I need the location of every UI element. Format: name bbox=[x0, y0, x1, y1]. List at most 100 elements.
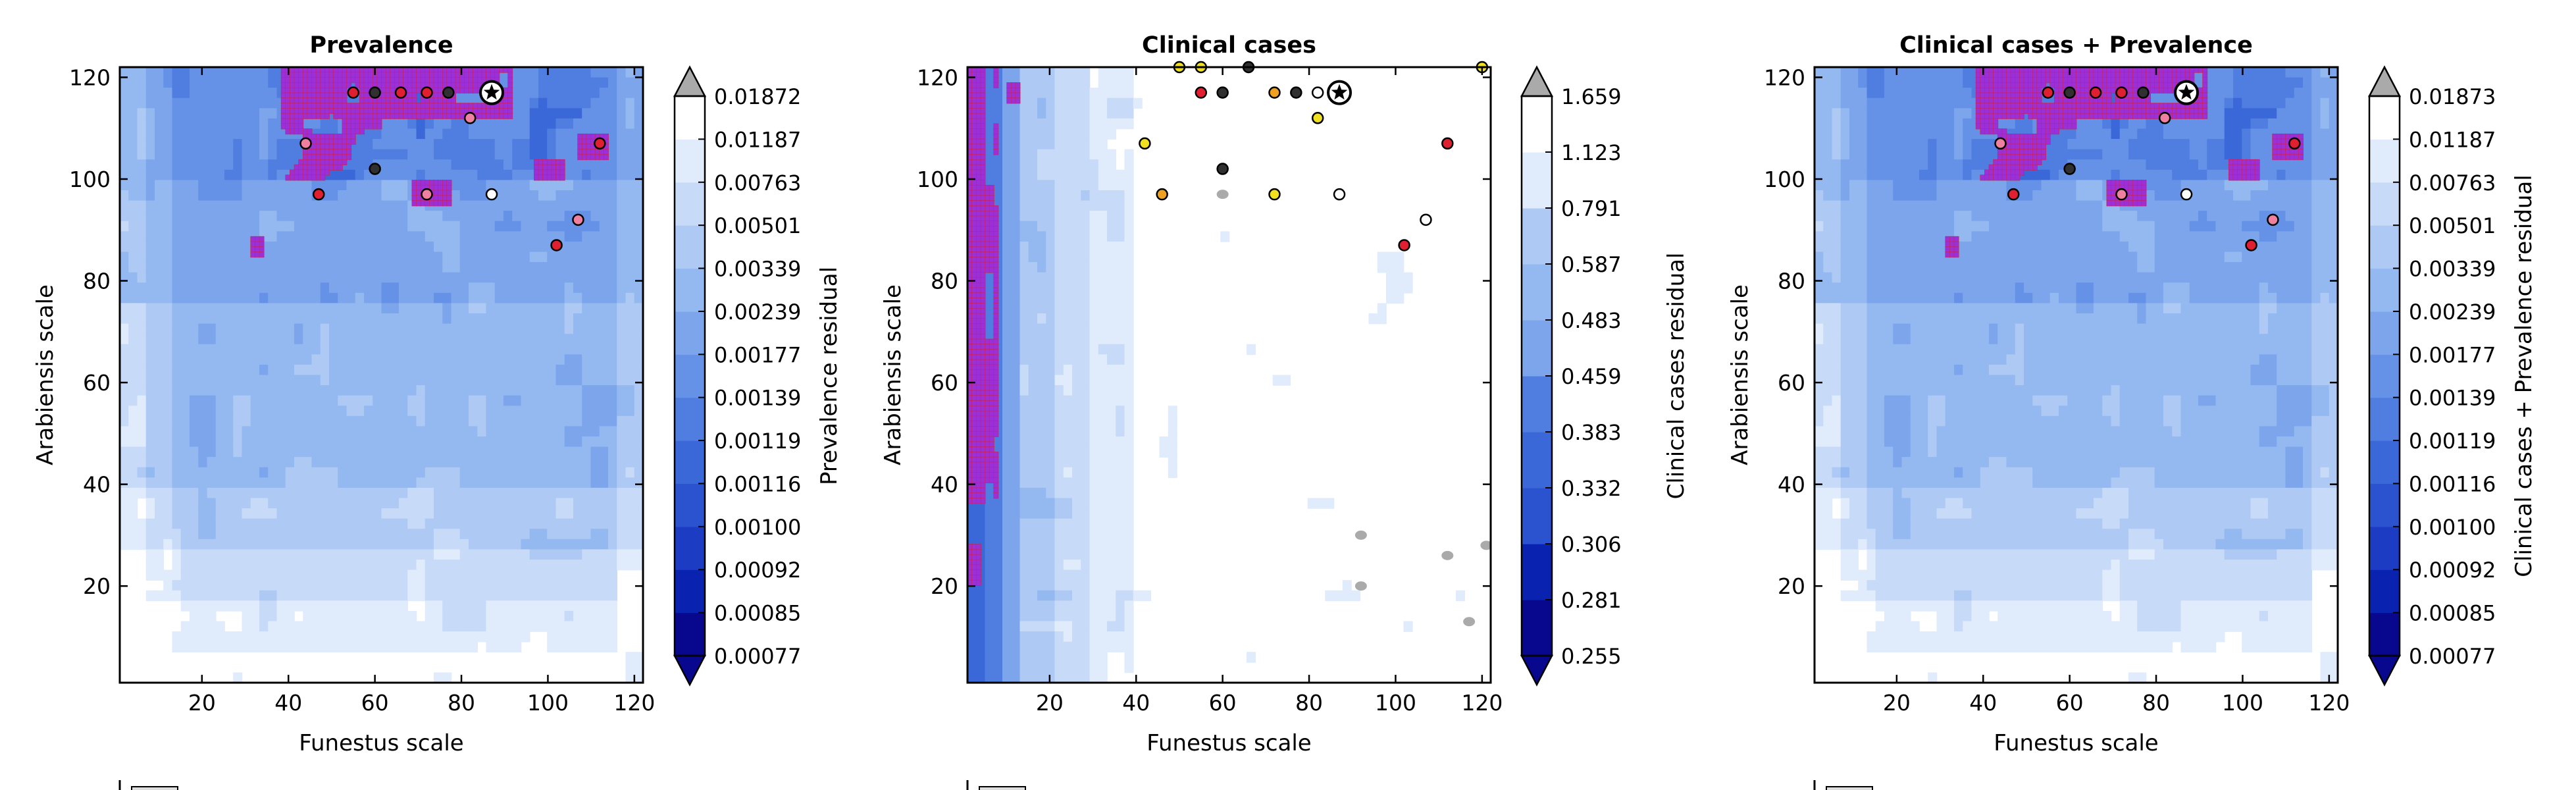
field-cell bbox=[320, 118, 330, 130]
field-cell bbox=[329, 344, 339, 356]
field-cell bbox=[355, 334, 365, 345]
field-cell bbox=[1046, 139, 1056, 150]
field-cell bbox=[207, 108, 217, 119]
field-cell bbox=[190, 334, 199, 345]
field-cell bbox=[224, 600, 234, 612]
field-cell bbox=[634, 344, 643, 356]
field-cell bbox=[512, 477, 522, 488]
best-fit-region-cell bbox=[590, 154, 596, 161]
field-cell bbox=[573, 200, 583, 211]
field-cell bbox=[486, 415, 496, 427]
field-cell bbox=[381, 200, 391, 211]
best-fit-region-cell bbox=[468, 87, 474, 93]
field-cell bbox=[1028, 487, 1038, 499]
best-fit-region-cell bbox=[429, 180, 434, 186]
field-cell bbox=[311, 334, 321, 345]
field-cell bbox=[634, 334, 643, 345]
field-cell bbox=[172, 354, 182, 365]
field-cell bbox=[529, 446, 539, 458]
best-fit-region-cell bbox=[307, 174, 313, 181]
field-cell bbox=[494, 334, 504, 345]
field-cell bbox=[399, 323, 409, 334]
field-cell bbox=[145, 231, 155, 242]
field-cell bbox=[494, 251, 504, 263]
field-cell bbox=[364, 313, 374, 325]
best-fit-region-cell bbox=[416, 180, 422, 186]
field-cell bbox=[373, 211, 382, 222]
field-cell bbox=[477, 128, 487, 140]
field-cell bbox=[967, 641, 977, 653]
field-cell bbox=[294, 385, 304, 396]
best-fit-region-cell bbox=[446, 77, 452, 84]
field-cell bbox=[172, 118, 182, 130]
field-cell bbox=[425, 406, 434, 417]
field-cell bbox=[259, 508, 269, 519]
field-cell bbox=[512, 498, 522, 509]
field-cell bbox=[303, 375, 313, 386]
best-fit-region-cell bbox=[298, 97, 304, 104]
field-cell bbox=[477, 292, 487, 304]
field-cell bbox=[634, 77, 643, 88]
best-fit-region-cell bbox=[586, 154, 592, 161]
field-cell bbox=[399, 529, 409, 540]
field-cell bbox=[373, 426, 382, 437]
best-fit-region-cell bbox=[307, 128, 313, 135]
field-cell bbox=[215, 457, 225, 468]
field-cell bbox=[599, 180, 609, 191]
field-cell bbox=[1072, 518, 1082, 530]
field-cell bbox=[459, 375, 469, 386]
field-cell bbox=[390, 159, 399, 171]
field-cell bbox=[416, 395, 426, 407]
best-fit-region-cell bbox=[368, 118, 374, 124]
field-cell bbox=[276, 610, 286, 622]
field-cell bbox=[399, 631, 409, 643]
field-cell bbox=[268, 395, 278, 407]
field-cell bbox=[486, 334, 496, 345]
field-cell bbox=[608, 169, 618, 181]
field-cell bbox=[434, 354, 444, 365]
field-cell bbox=[967, 631, 977, 643]
field-cell bbox=[451, 467, 461, 479]
field-cell bbox=[242, 323, 251, 334]
field-cell bbox=[355, 457, 365, 468]
field-cell bbox=[311, 415, 321, 427]
field-cell bbox=[976, 518, 986, 530]
field-cell bbox=[163, 518, 173, 530]
field-cell bbox=[381, 303, 391, 314]
field-cell bbox=[1054, 303, 1064, 314]
best-fit-region-cell bbox=[320, 87, 326, 93]
field-cell bbox=[1011, 652, 1021, 663]
field-cell bbox=[329, 262, 339, 273]
field-cell bbox=[625, 415, 635, 427]
field-cell bbox=[459, 169, 469, 181]
field-cell bbox=[242, 303, 251, 314]
field-cell bbox=[494, 200, 504, 211]
field-cell bbox=[985, 67, 994, 78]
field-cell bbox=[320, 621, 330, 632]
field-cell bbox=[381, 467, 391, 479]
field-cell bbox=[608, 508, 618, 519]
best-fit-region-cell bbox=[337, 77, 343, 84]
field-cell bbox=[364, 600, 374, 612]
field-cell bbox=[625, 272, 635, 284]
field-cell bbox=[494, 610, 504, 622]
field-cell bbox=[128, 251, 138, 263]
best-fit-region-cell bbox=[416, 72, 422, 78]
field-cell bbox=[1037, 426, 1047, 437]
field-cell bbox=[521, 446, 530, 458]
field-cell bbox=[538, 426, 548, 437]
field-cell bbox=[486, 272, 496, 284]
best-fit-region-cell bbox=[324, 149, 330, 155]
field-cell bbox=[250, 610, 260, 622]
field-cell bbox=[276, 560, 286, 571]
field-cell bbox=[172, 344, 182, 356]
field-cell bbox=[224, 344, 234, 356]
field-cell bbox=[224, 641, 234, 653]
field-cell bbox=[355, 446, 365, 458]
field-cell bbox=[276, 344, 286, 356]
field-cell bbox=[512, 610, 522, 622]
colorbar-label: Prevalence residual bbox=[816, 267, 842, 485]
field-cell bbox=[268, 139, 278, 150]
field-cell bbox=[451, 241, 461, 253]
best-fit-region-cell bbox=[604, 133, 609, 140]
